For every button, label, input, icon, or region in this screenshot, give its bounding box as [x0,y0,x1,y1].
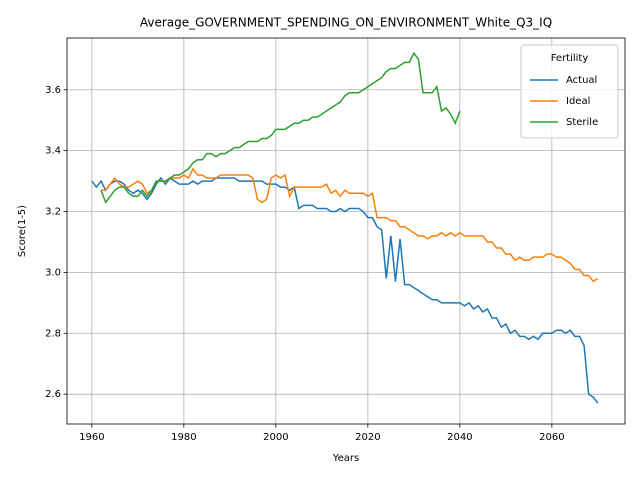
x-tick-label: 1960 [79,432,104,443]
x-tick-label: 2020 [355,432,380,443]
y-tick-label: 3.0 [45,267,61,278]
series-line [101,167,599,283]
chart-title: Average_GOVERNMENT_SPENDING_ON_ENVIRONME… [140,16,552,30]
series-line [91,176,599,404]
legend-label: Ideal [566,96,590,107]
x-axis-label: Years [332,453,359,464]
x-tick-label: 2000 [263,432,288,443]
x-tick-label: 1980 [171,432,196,443]
y-tick-label: 2.6 [45,389,61,400]
y-tick-label: 2.8 [45,328,61,339]
series-line [100,51,461,204]
legend-label: Sterile [566,117,598,128]
x-tick-label: 2060 [539,432,564,443]
y-tick-label: 3.2 [45,207,61,218]
y-tick-label: 3.4 [45,146,61,157]
axes-frame [66,37,626,425]
y-tick-label: 3.6 [45,85,61,96]
legend-label: Actual [566,75,597,86]
legend-box [520,44,619,139]
legend-title: Fertility [551,53,589,64]
y-axis-label: Score(1-5) [17,205,28,257]
x-tick-label: 2040 [447,432,472,443]
